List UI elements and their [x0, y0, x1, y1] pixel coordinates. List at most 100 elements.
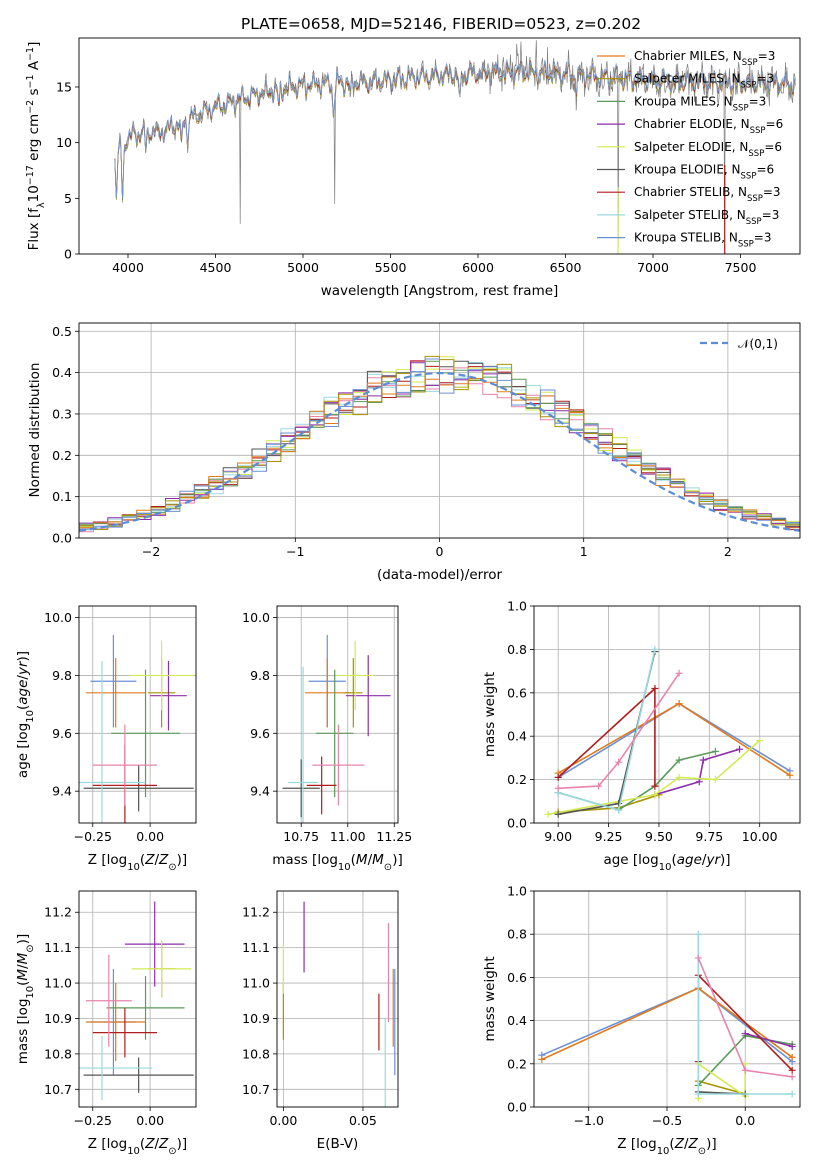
error-bar-point — [336, 640, 374, 711]
y-tick-label: 10.0 — [44, 610, 72, 625]
plot-area — [79, 891, 196, 1107]
x-tick-label: −2 — [142, 544, 160, 559]
y-tick-label: 0.0 — [507, 1100, 527, 1115]
y-tick-label: 0.6 — [507, 685, 527, 700]
y-tick-label: 0.2 — [507, 772, 527, 787]
plus-marker — [675, 773, 683, 781]
y-tick-label: 10.7 — [242, 1082, 270, 1097]
y-tick-label: 10.8 — [242, 1046, 270, 1061]
mass-weight-line — [698, 1080, 746, 1095]
axes-frame — [78, 890, 197, 1108]
plus-marker — [544, 810, 552, 818]
x-tick-label: 0 — [436, 544, 444, 559]
error-bar-point — [124, 901, 185, 987]
legend-entry: Kroupa STELIB, NSSP=3 — [634, 231, 772, 250]
y-tick-label: 15 — [56, 79, 72, 94]
y-tick-label: 10.0 — [242, 610, 270, 625]
y-tick-label: 11.1 — [242, 940, 270, 955]
plus-marker — [788, 1053, 796, 1061]
y-tick-label: 0.6 — [507, 970, 527, 985]
x-tick-label: 11.00 — [330, 829, 366, 844]
plus-marker — [651, 645, 659, 653]
x-tick-label: 0.00 — [136, 1113, 164, 1128]
y-tick-label: 0 — [64, 247, 72, 262]
x-axis-label: E(B-V) — [317, 1136, 359, 1152]
y-tick-label: 0.4 — [507, 729, 527, 744]
y-tick-label: 9.4 — [250, 784, 270, 799]
plot-area — [79, 323, 800, 538]
error-bar-point — [345, 655, 391, 737]
y-axis-label: mass weight — [482, 956, 498, 1041]
y-tick-label: 10.9 — [44, 1011, 72, 1026]
x-tick-label: −1 — [286, 544, 304, 559]
y-tick-label: 0.3 — [52, 406, 72, 421]
plus-marker — [756, 737, 764, 745]
x-tick-label: 7500 — [725, 260, 757, 275]
observed-spectrum — [114, 40, 796, 251]
x-tick-label: 4500 — [200, 260, 232, 275]
plus-marker — [736, 745, 744, 753]
y-axis-label: age [log10(age/yr)] — [15, 651, 36, 778]
y-tick-label: 0.8 — [507, 927, 527, 942]
y-tick-label: 9.4 — [52, 784, 72, 799]
mass-weight-line — [547, 739, 761, 816]
axes-frame — [276, 605, 399, 824]
axes-mass-vs-EBV: 0.00 0.05 10.7 10.8 10.9 11.0 11.1 11.2 E(B-V) — [242, 890, 399, 1152]
error-bar-point — [106, 975, 185, 1040]
x-tick-label: 10.75 — [283, 829, 319, 844]
error-bar-point — [131, 940, 192, 998]
plot-area — [277, 606, 398, 823]
legend-entry: Chabrier MILES, NSSP=3 — [634, 49, 775, 68]
y-tick-label: 0.2 — [507, 1056, 527, 1071]
y-tick-label: 5 — [64, 191, 72, 206]
plus-marker — [694, 954, 702, 962]
mass-weight-line — [557, 686, 656, 787]
error-bar-point — [85, 954, 132, 1047]
error-bar-point — [306, 756, 337, 815]
error-bar-point — [79, 660, 146, 823]
axes-frame — [533, 605, 801, 824]
y-axis-label: Flux [fλ10−17 erg cm−2 s−1 A−1] — [25, 42, 47, 251]
y-tick-label: 11.1 — [44, 940, 72, 955]
axes-frame — [78, 322, 801, 539]
plus-marker — [615, 758, 623, 766]
error-bar-point — [282, 759, 320, 818]
plus-marker — [699, 756, 707, 764]
plus-marker — [675, 756, 683, 764]
legend-entry: Kroupa ELODIE, NSSP=6 — [634, 163, 774, 182]
error-bar-point — [85, 983, 146, 1061]
y-tick-label: 10.7 — [44, 1082, 72, 1097]
x-tick-label: 9.50 — [645, 829, 673, 844]
y-axis-label: Normed distribution — [27, 363, 43, 498]
y-tick-label: 11.2 — [242, 905, 270, 920]
x-tick-label: 0.0 — [735, 1113, 755, 1128]
x-tick-label: −0.25 — [74, 829, 112, 844]
plus-marker — [651, 782, 659, 790]
y-tick-label: 11.0 — [44, 976, 72, 991]
legend-entry: Kroupa MILES, NSSP=3 — [634, 94, 766, 113]
x-axis-label: mass [log10(M/M⊙)] — [272, 852, 402, 873]
axes-age-vs-Z: −0.25 0.00 9.4 9.6 9.8 10.0 Z [log10(Z/Z⊙)] age… — [15, 605, 197, 873]
y-tick-label: 11.2 — [44, 905, 72, 920]
y-tick-label: 0.4 — [507, 1013, 527, 1028]
y-tick-label: 9.6 — [250, 726, 270, 741]
y-tick-label: 10.8 — [44, 1046, 72, 1061]
axes-frame — [276, 890, 399, 1108]
error-bar-point — [312, 724, 365, 806]
error-bar-point — [150, 660, 187, 731]
plus-marker — [651, 684, 659, 692]
x-tick-label: −0.25 — [74, 1113, 112, 1128]
plus-marker — [538, 1055, 546, 1063]
y-axis-label: mass [log10(M/M⊙)] — [15, 934, 36, 1064]
x-tick-label: 5000 — [287, 260, 319, 275]
axes-mass-vs-Z: −0.25 0.00 10.7 10.8 10.9 11.0 11.1 11.2 Z [log1… — [15, 890, 197, 1157]
x-axis-label: Z [log10(Z/Z⊙)] — [617, 1136, 716, 1157]
x-tick-label: 9.25 — [595, 829, 623, 844]
axes-frame — [78, 37, 801, 255]
plus-marker — [675, 700, 683, 708]
y-axis-label: mass weight — [482, 672, 498, 757]
y-tick-label: 0.5 — [52, 324, 72, 339]
x-tick-label: 6500 — [550, 260, 582, 275]
x-tick-label: 2 — [724, 544, 732, 559]
